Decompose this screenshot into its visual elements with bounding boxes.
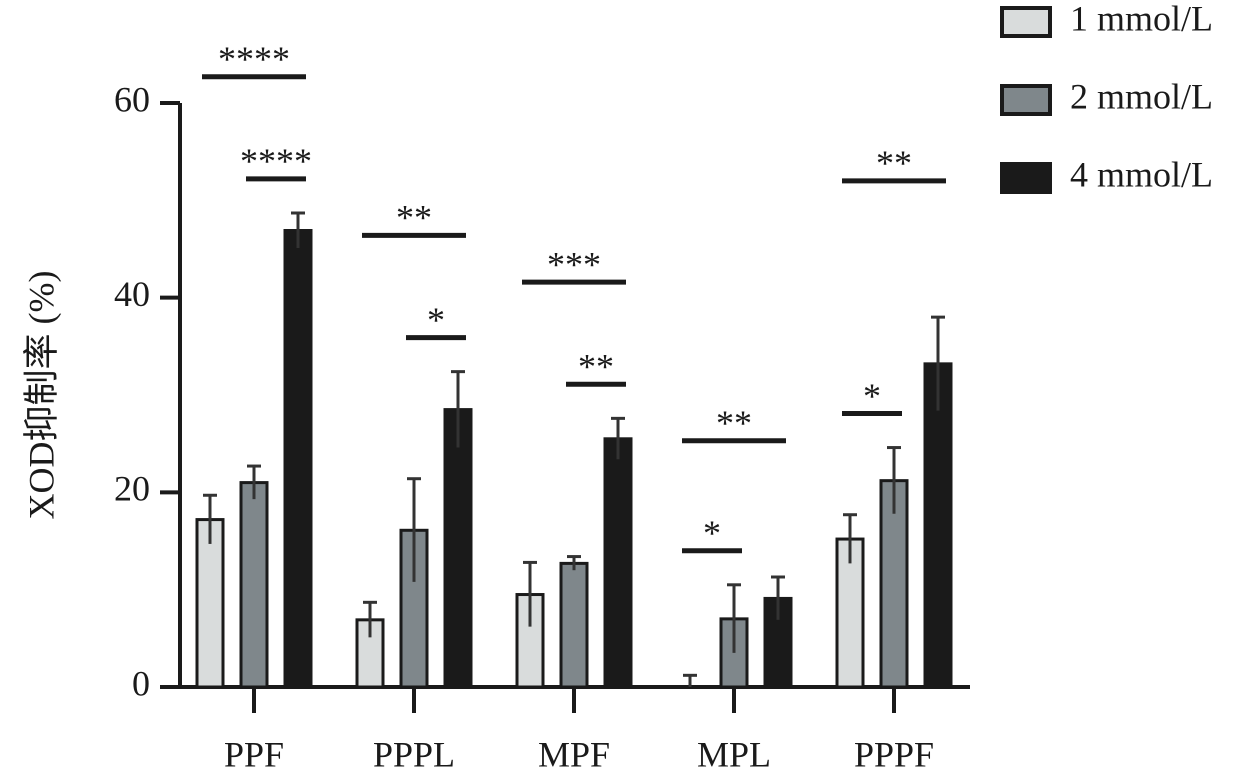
significance-label: * [427,300,445,340]
y-tick-label: 0 [132,663,150,703]
legend-swatch [1000,162,1052,194]
bar [603,437,633,689]
significance-label: ** [578,347,614,387]
legend-label: 2 mmol/L [1070,76,1213,116]
legend-swatch [1000,84,1052,116]
significance-label: ** [876,143,912,183]
bar [239,481,269,689]
legend-label: 4 mmol/L [1070,154,1213,194]
significance-label: * [703,513,721,553]
x-tick-label: MPL [697,734,771,774]
significance-label: ** [396,198,432,238]
significance-label: **** [218,39,290,79]
bar [195,518,225,689]
bar [923,362,953,689]
legend-label: 1 mmol/L [1070,0,1213,38]
bar [283,229,313,689]
significance-label: *** [547,244,601,284]
bar [355,618,385,689]
legend-swatch [1000,6,1052,38]
significance-label: ** [716,403,752,443]
x-tick-label: MPF [538,734,610,774]
bar [559,561,589,689]
y-tick-label: 40 [114,274,150,314]
y-axis-label: XOD抑制率 (%) [21,271,61,520]
significance-label: **** [240,141,312,181]
y-tick-label: 20 [114,469,150,509]
x-tick-label: PPPL [373,734,455,774]
bar [835,537,865,689]
y-tick-label: 60 [114,79,150,119]
bar [879,479,909,689]
significance-label: * [863,376,881,416]
bar [443,408,473,689]
x-tick-label: PPF [224,734,284,774]
x-tick-label: PPPF [854,734,934,774]
